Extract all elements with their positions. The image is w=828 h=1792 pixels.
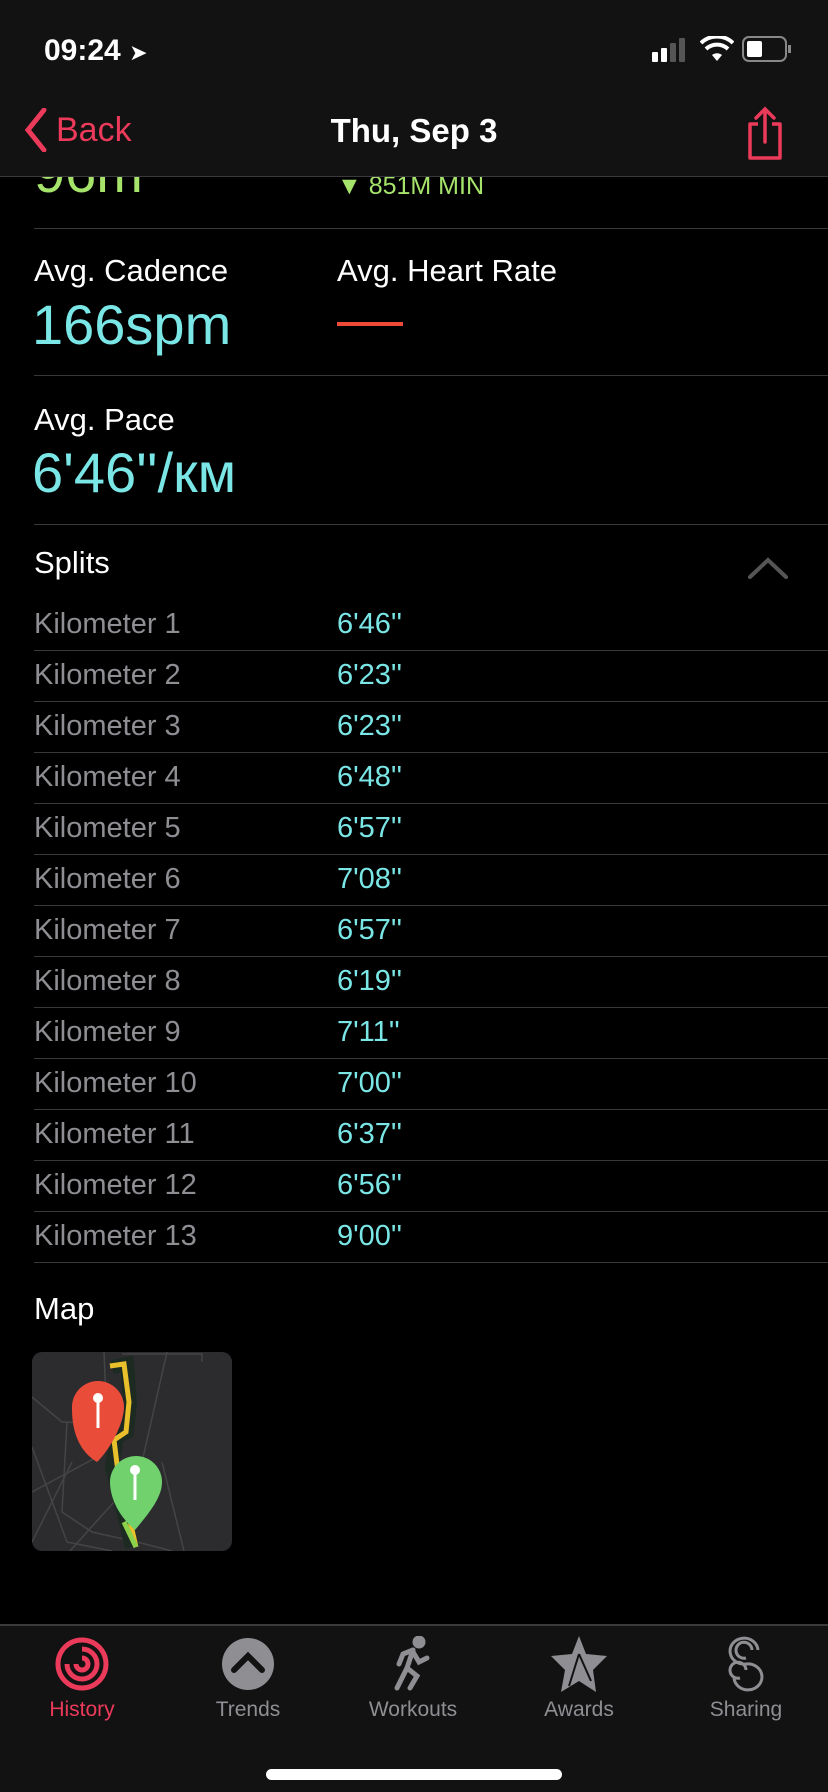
route-map-thumbnail[interactable] [32, 1352, 232, 1551]
split-row: Kilometer 2 6'23'' [34, 651, 828, 702]
trends-chevron-icon [222, 1638, 274, 1690]
split-label: Kilometer 3 [34, 710, 181, 742]
split-row: Kilometer 8 6'19'' [34, 957, 828, 1008]
split-pace: 6'23'' [337, 659, 402, 691]
page-title: Thu, Sep 3 [330, 112, 498, 149]
status-bar: 09:24 ➤ [0, 0, 828, 88]
activity-rings-icon [55, 1637, 109, 1691]
split-row: Kilometer 12 6'56'' [34, 1161, 828, 1212]
battery-icon [742, 36, 791, 62]
map-title: Map [34, 1291, 95, 1326]
split-row: Kilometer 11 6'37'' [34, 1110, 828, 1161]
awards-star-icon [551, 1636, 607, 1692]
pace-label: Avg. Pace [34, 402, 175, 437]
split-pace: 6'23'' [337, 710, 402, 742]
tab-trends[interactable]: Trends [178, 1636, 318, 1722]
split-label: Kilometer 4 [34, 761, 181, 793]
split-label: Kilometer 6 [34, 863, 181, 895]
chevron-up-icon[interactable] [747, 556, 789, 580]
back-button[interactable]: Back [24, 108, 132, 152]
split-label: Kilometer 1 [34, 608, 181, 640]
start-pin-icon [110, 1456, 162, 1530]
tab-history[interactable]: History [12, 1636, 152, 1722]
running-figure-icon [394, 1636, 430, 1691]
signal-icon [652, 38, 685, 62]
split-pace: 6'48'' [337, 761, 402, 793]
sharing-icon [728, 1636, 764, 1692]
split-pace: 9'00'' [337, 1220, 402, 1252]
split-pace: 6'57'' [337, 812, 402, 844]
status-time: 09:24 ➤ [44, 34, 148, 67]
split-label: Kilometer 10 [34, 1067, 197, 1099]
share-icon[interactable] [744, 106, 786, 162]
split-row: Kilometer 7 6'57'' [34, 906, 828, 957]
split-label: Kilometer 13 [34, 1220, 197, 1252]
cadence-value: 166spm [32, 293, 232, 356]
split-row: Kilometer 13 9'00'' [34, 1212, 828, 1263]
split-pace: 6'46'' [337, 608, 402, 640]
split-row: Kilometer 1 6'46'' [34, 600, 828, 651]
tab-sharing[interactable]: Sharing [676, 1636, 816, 1722]
split-row: Kilometer 5 6'57'' [34, 804, 828, 855]
split-pace: 6'37'' [337, 1118, 402, 1150]
split-pace: 7'08'' [337, 863, 402, 895]
split-row: Kilometer 3 6'23'' [34, 702, 828, 753]
split-pace: 6'56'' [337, 1169, 402, 1201]
pace-value: 6'46''/км [32, 441, 237, 504]
split-pace: 6'57'' [337, 914, 402, 946]
tab-workouts[interactable]: Workouts [343, 1636, 483, 1722]
cadence-label: Avg. Cadence [34, 253, 229, 288]
split-pace: 7'11'' [337, 1016, 400, 1048]
tab-label: Workouts [368, 1698, 458, 1721]
home-indicator[interactable] [266, 1769, 562, 1780]
split-label: Kilometer 12 [34, 1169, 197, 1201]
split-pace: 7'00'' [337, 1067, 402, 1099]
nav-bar: Back Thu, Sep 3 [0, 88, 828, 177]
wifi-icon [700, 36, 734, 61]
tab-label: History [49, 1698, 115, 1721]
tab-label: Sharing [709, 1698, 783, 1721]
tab-label: Trends [215, 1698, 281, 1721]
split-label: Kilometer 11 [34, 1118, 195, 1150]
chevron-left-icon [24, 108, 47, 152]
location-arrow-icon: ➤ [129, 40, 148, 65]
end-pin-icon [72, 1381, 124, 1462]
tab-bar: History Trends Workouts Awards Sharing [0, 1624, 828, 1792]
heart-rate-label: Avg. Heart Rate [337, 253, 557, 288]
split-row: Kilometer 10 7'00'' [34, 1059, 828, 1110]
heart-rate-value-dashes [337, 322, 403, 326]
split-pace: 6'19'' [337, 965, 402, 997]
split-row: Kilometer 6 7'08'' [34, 855, 828, 906]
split-label: Kilometer 2 [34, 659, 181, 691]
split-label: Kilometer 9 [34, 1016, 181, 1048]
split-row: Kilometer 4 6'48'' [34, 753, 828, 804]
split-label: Kilometer 7 [34, 914, 181, 946]
splits-title: Splits [34, 545, 110, 580]
split-row: Kilometer 9 7'11'' [34, 1008, 828, 1059]
tab-awards[interactable]: Awards [509, 1636, 649, 1722]
split-label: Kilometer 8 [34, 965, 181, 997]
split-label: Kilometer 5 [34, 812, 181, 844]
back-label: Back [56, 110, 132, 149]
tab-label: Awards [544, 1698, 614, 1721]
